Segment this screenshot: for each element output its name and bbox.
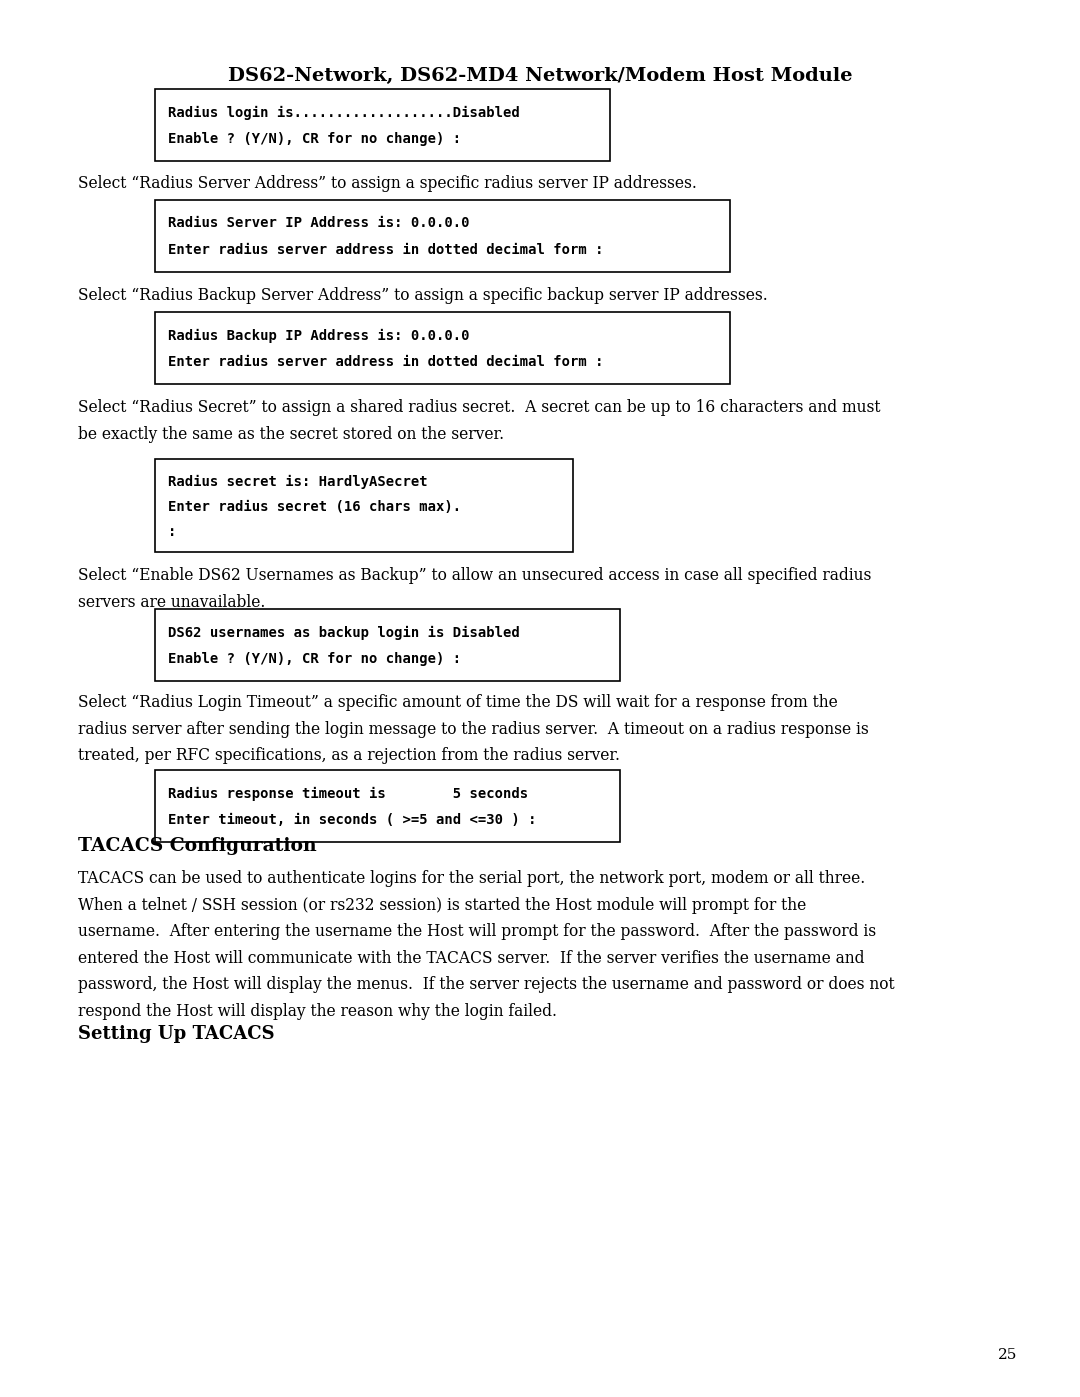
Text: :: : xyxy=(168,525,176,539)
Text: Enter radius secret (16 chars max).: Enter radius secret (16 chars max). xyxy=(168,500,461,514)
Bar xyxy=(156,460,573,552)
Text: Select “Radius Server Address” to assign a specific radius server IP addresses.: Select “Radius Server Address” to assign… xyxy=(78,175,697,191)
Text: Radius Backup IP Address is: 0.0.0.0: Radius Backup IP Address is: 0.0.0.0 xyxy=(168,328,470,342)
Text: Select “Radius Login Timeout” a specific amount of time the DS will wait for a r: Select “Radius Login Timeout” a specific… xyxy=(78,694,838,711)
Text: username.  After entering the username the Host will prompt for the password.  A: username. After entering the username th… xyxy=(78,923,876,940)
Text: TACACS Configuration: TACACS Configuration xyxy=(78,837,316,855)
Text: Radius Server IP Address is: 0.0.0.0: Radius Server IP Address is: 0.0.0.0 xyxy=(168,217,470,231)
Text: DS62 usernames as backup login is Disabled: DS62 usernames as backup login is Disabl… xyxy=(168,626,519,640)
Text: Setting Up TACACS: Setting Up TACACS xyxy=(78,1025,274,1044)
Text: treated, per RFC specifications, as a rejection from the radius server.: treated, per RFC specifications, as a re… xyxy=(78,747,620,764)
Text: When a telnet / SSH session (or rs232 session) is started the Host module will p: When a telnet / SSH session (or rs232 se… xyxy=(78,897,807,914)
Text: Radius login is...................Disabled: Radius login is...................Disabl… xyxy=(168,105,519,120)
Bar xyxy=(156,609,620,680)
Text: Enter timeout, in seconds ( >=5 and <=30 ) :: Enter timeout, in seconds ( >=5 and <=30… xyxy=(168,813,537,827)
Text: respond the Host will display the reason why the login failed.: respond the Host will display the reason… xyxy=(78,1003,557,1020)
Text: DS62-Network, DS62-MD4 Network/Modem Host Module: DS62-Network, DS62-MD4 Network/Modem Hos… xyxy=(228,67,852,85)
Text: Enable ? (Y/N), CR for no change) :: Enable ? (Y/N), CR for no change) : xyxy=(168,652,461,666)
Bar xyxy=(156,312,730,384)
Text: entered the Host will communicate with the TACACS server.  If the server verifie: entered the Host will communicate with t… xyxy=(78,950,864,967)
Text: Select “Enable DS62 Usernames as Backup” to allow an unsecured access in case al: Select “Enable DS62 Usernames as Backup”… xyxy=(78,567,872,584)
Text: Enter radius server address in dotted decimal form :: Enter radius server address in dotted de… xyxy=(168,355,604,369)
Text: servers are unavailable.: servers are unavailable. xyxy=(78,594,266,610)
Text: Enable ? (Y/N), CR for no change) :: Enable ? (Y/N), CR for no change) : xyxy=(168,133,461,147)
Text: radius server after sending the login message to the radius server.  A timeout o: radius server after sending the login me… xyxy=(78,721,868,738)
Text: Select “Radius Backup Server Address” to assign a specific backup server IP addr: Select “Radius Backup Server Address” to… xyxy=(78,286,768,305)
Text: Select “Radius Secret” to assign a shared radius secret.  A secret can be up to : Select “Radius Secret” to assign a share… xyxy=(78,400,880,416)
Text: Radius response timeout is        5 seconds: Radius response timeout is 5 seconds xyxy=(168,787,528,800)
Text: Enter radius server address in dotted decimal form :: Enter radius server address in dotted de… xyxy=(168,243,604,257)
Text: TACACS can be used to authenticate logins for the serial port, the network port,: TACACS can be used to authenticate login… xyxy=(78,870,865,887)
Text: password, the Host will display the menus.  If the server rejects the username a: password, the Host will display the menu… xyxy=(78,977,894,993)
Text: Radius secret is: HardlyASecret: Radius secret is: HardlyASecret xyxy=(168,475,428,489)
Bar xyxy=(156,770,620,842)
Text: 25: 25 xyxy=(998,1348,1017,1362)
Bar xyxy=(156,89,610,161)
Text: be exactly the same as the secret stored on the server.: be exactly the same as the secret stored… xyxy=(78,426,504,443)
Bar xyxy=(156,200,730,272)
